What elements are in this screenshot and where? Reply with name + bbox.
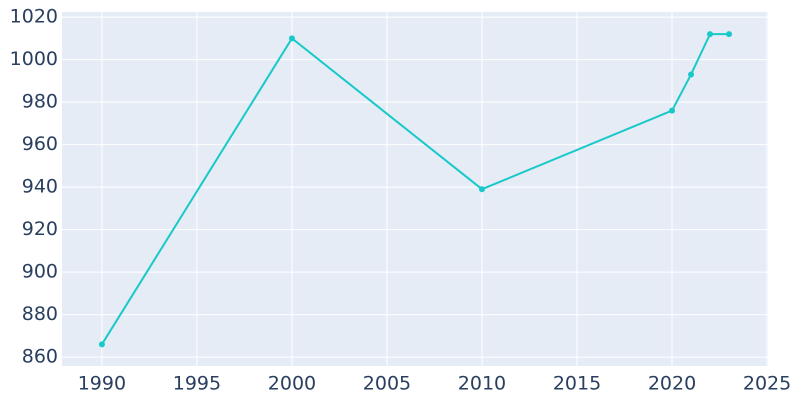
- x-tick-label: 2020: [648, 373, 696, 395]
- y-tick-label: 880: [22, 303, 58, 325]
- y-tick-label: 960: [22, 133, 58, 155]
- point: [688, 71, 695, 78]
- y-tick-label: 900: [22, 261, 58, 283]
- point: [288, 35, 295, 42]
- y-tick-label: 920: [22, 218, 58, 240]
- y-tick-label: 940: [22, 176, 58, 198]
- x-tick-label: 2025: [743, 373, 791, 395]
- point: [98, 341, 105, 348]
- x-tick-label: 1995: [173, 373, 221, 395]
- y-tick-label: 860: [22, 346, 58, 368]
- point: [707, 31, 714, 38]
- point: [478, 186, 485, 193]
- y-tick-label: 980: [22, 91, 58, 113]
- x-tick-label: 2010: [458, 373, 506, 395]
- x-tick-label: 1990: [78, 373, 126, 395]
- x-tick-label: 2015: [553, 373, 601, 395]
- point: [669, 107, 676, 114]
- y-tick-label: 1000: [10, 48, 58, 70]
- point: [726, 31, 733, 38]
- x-tick-label: 2000: [268, 373, 316, 395]
- plot-area: [62, 12, 768, 366]
- y-tick-label: 1020: [10, 6, 58, 28]
- x-tick-label: 2005: [363, 373, 411, 395]
